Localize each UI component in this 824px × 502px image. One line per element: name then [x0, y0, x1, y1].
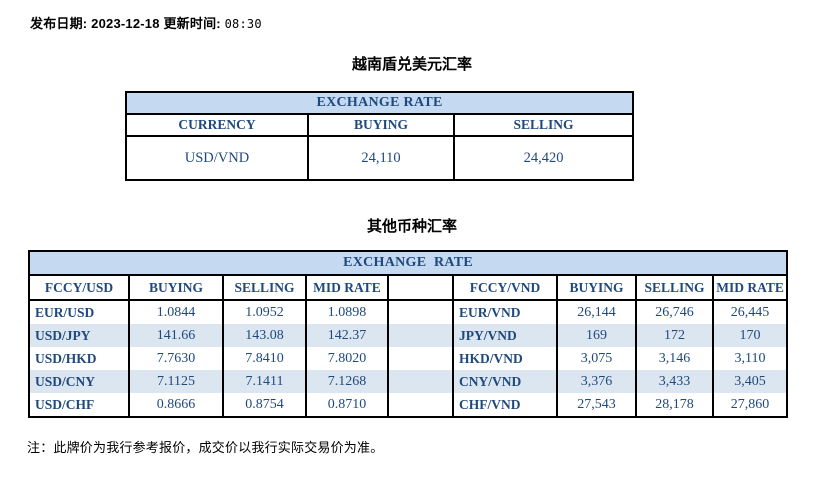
update-time-value: 08:30: [224, 17, 262, 31]
column-header-row: CURRENCY BUYING SELLING: [125, 113, 635, 137]
column-header-midrate-usd: MID RATE: [305, 274, 389, 301]
currency-pair-cell: EUR/VND: [452, 300, 558, 324]
mid-rate-cell: 3,405: [711, 370, 789, 393]
column-header-selling: SELLING: [452, 113, 635, 137]
mid-rate-cell: 26,445: [711, 300, 789, 324]
buying-rate-cell: 27,543: [556, 393, 637, 417]
table-row: USD/CNY 7.1125 7.1411 7.1268 CNY/VND 3,3…: [28, 370, 789, 393]
selling-rate-cell: 26,746: [635, 300, 714, 324]
currency-pair-cell: USD/JPY: [28, 324, 130, 347]
table-row: EUR/USD 1.0844 1.0952 1.0898 EUR/VND 26,…: [28, 300, 789, 324]
mid-rate-cell: 27,860: [711, 393, 789, 417]
mid-rate-cell: 142.37: [305, 324, 389, 347]
column-header-buying-usd: BUYING: [128, 274, 224, 301]
mid-rate-cell: 1.0898: [305, 300, 389, 324]
buying-rate-cell: 141.66: [128, 324, 224, 347]
selling-rate-cell: 0.8754: [222, 393, 307, 417]
buying-rate-cell: 24,110: [307, 135, 455, 181]
table-banner-row: EXCHANGE RATE: [124, 91, 635, 115]
selling-rate-cell: 7.8410: [222, 347, 307, 370]
column-header-row: FCCY/USD BUYING SELLING MID RATE FCCY/VN…: [28, 274, 789, 301]
buying-rate-cell: 3,376: [556, 370, 637, 393]
table-row: USD/JPY 141.66 143.08 142.37 JPY/VND 169…: [28, 324, 789, 347]
exchange-rate-banner: EXCHANGE RATE: [27, 250, 789, 276]
buying-rate-cell: 7.1125: [128, 370, 224, 393]
exchange-rate-banner: EXCHANGE RATE: [124, 91, 635, 115]
other-currencies-rate-table: EXCHANGE RATE FCCY/USD BUYING SELLING MI…: [27, 250, 789, 418]
selling-rate-cell: 3,433: [635, 370, 714, 393]
other-currencies-section-title: 其他币种汇率: [366, 218, 457, 235]
currency-pair-cell: USD/CNY: [28, 370, 130, 393]
selling-rate-cell: 7.1411: [222, 370, 307, 393]
buying-rate-cell: 1.0844: [128, 300, 224, 324]
selling-rate-cell: 143.08: [222, 324, 307, 347]
buying-rate-cell: 26,144: [556, 300, 637, 324]
mid-rate-cell: 3,110: [711, 347, 789, 370]
spacer-cell: [387, 370, 454, 393]
currency-pair-cell: USD/VND: [125, 135, 309, 181]
spacer-cell: [387, 324, 454, 347]
selling-rate-cell: 1.0952: [222, 300, 307, 324]
column-header-selling-usd: SELLING: [222, 274, 307, 301]
selling-rate-cell: 3,146: [635, 347, 714, 370]
mid-rate-cell: 7.1268: [305, 370, 389, 393]
mid-rate-cell: 7.8020: [305, 347, 389, 370]
buying-rate-cell: 169: [556, 324, 637, 347]
mid-rate-cell: 0.8710: [305, 393, 389, 417]
table-row: USD/HKD 7.7630 7.8410 7.8020 HKD/VND 3,0…: [28, 347, 789, 370]
publish-date-value: 2023-12-18: [91, 16, 160, 31]
column-header-selling-vnd: SELLING: [635, 274, 714, 301]
currency-pair-cell: CHF/VND: [452, 393, 558, 417]
spacer-cell: [387, 393, 454, 417]
column-header-buying: BUYING: [307, 113, 455, 137]
currency-pair-cell: JPY/VND: [452, 324, 558, 347]
column-header-currency: CURRENCY: [125, 113, 309, 137]
buying-rate-cell: 0.8666: [128, 393, 224, 417]
disclaimer-note: 注：此牌价为我行参考报价，成交价以我行实际交易价为准。: [27, 440, 384, 455]
selling-rate-cell: 172: [635, 324, 714, 347]
currency-pair-cell: USD/HKD: [28, 347, 130, 370]
column-header-midrate-vnd: MID RATE: [711, 274, 789, 301]
spacer-cell: [387, 274, 454, 301]
spacer-cell: [387, 300, 454, 324]
update-time-label: 更新时间:: [163, 16, 221, 31]
currency-pair-cell: CNY/VND: [452, 370, 558, 393]
usd-vnd-section-title: 越南盾兑美元汇率: [351, 56, 472, 73]
spacer-cell: [387, 347, 454, 370]
currency-pair-cell: HKD/VND: [452, 347, 558, 370]
column-header-fccy-usd: FCCY/USD: [28, 274, 130, 301]
selling-rate-cell: 24,420: [452, 135, 635, 181]
table-banner-row: EXCHANGE RATE: [27, 250, 789, 276]
currency-pair-cell: EUR/USD: [28, 300, 130, 324]
buying-rate-cell: 7.7630: [128, 347, 224, 370]
usd-vnd-rate-table: EXCHANGE RATE CURRENCY BUYING SELLING US…: [124, 91, 635, 181]
column-header-buying-vnd: BUYING: [556, 274, 637, 301]
table-row: USD/CHF 0.8666 0.8754 0.8710 CHF/VND 27,…: [28, 393, 789, 417]
table-row: USD/VND 24,110 24,420: [125, 135, 635, 181]
column-header-fccy-vnd: FCCY/VND: [452, 274, 558, 301]
publish-date-label: 发布日期:: [30, 16, 88, 31]
selling-rate-cell: 28,178: [635, 393, 714, 417]
mid-rate-cell: 170: [711, 324, 789, 347]
buying-rate-cell: 3,075: [556, 347, 637, 370]
currency-pair-cell: USD/CHF: [28, 393, 130, 417]
publish-info-line: 发布日期: 2023-12-18 更新时间: 08:30: [30, 13, 262, 32]
